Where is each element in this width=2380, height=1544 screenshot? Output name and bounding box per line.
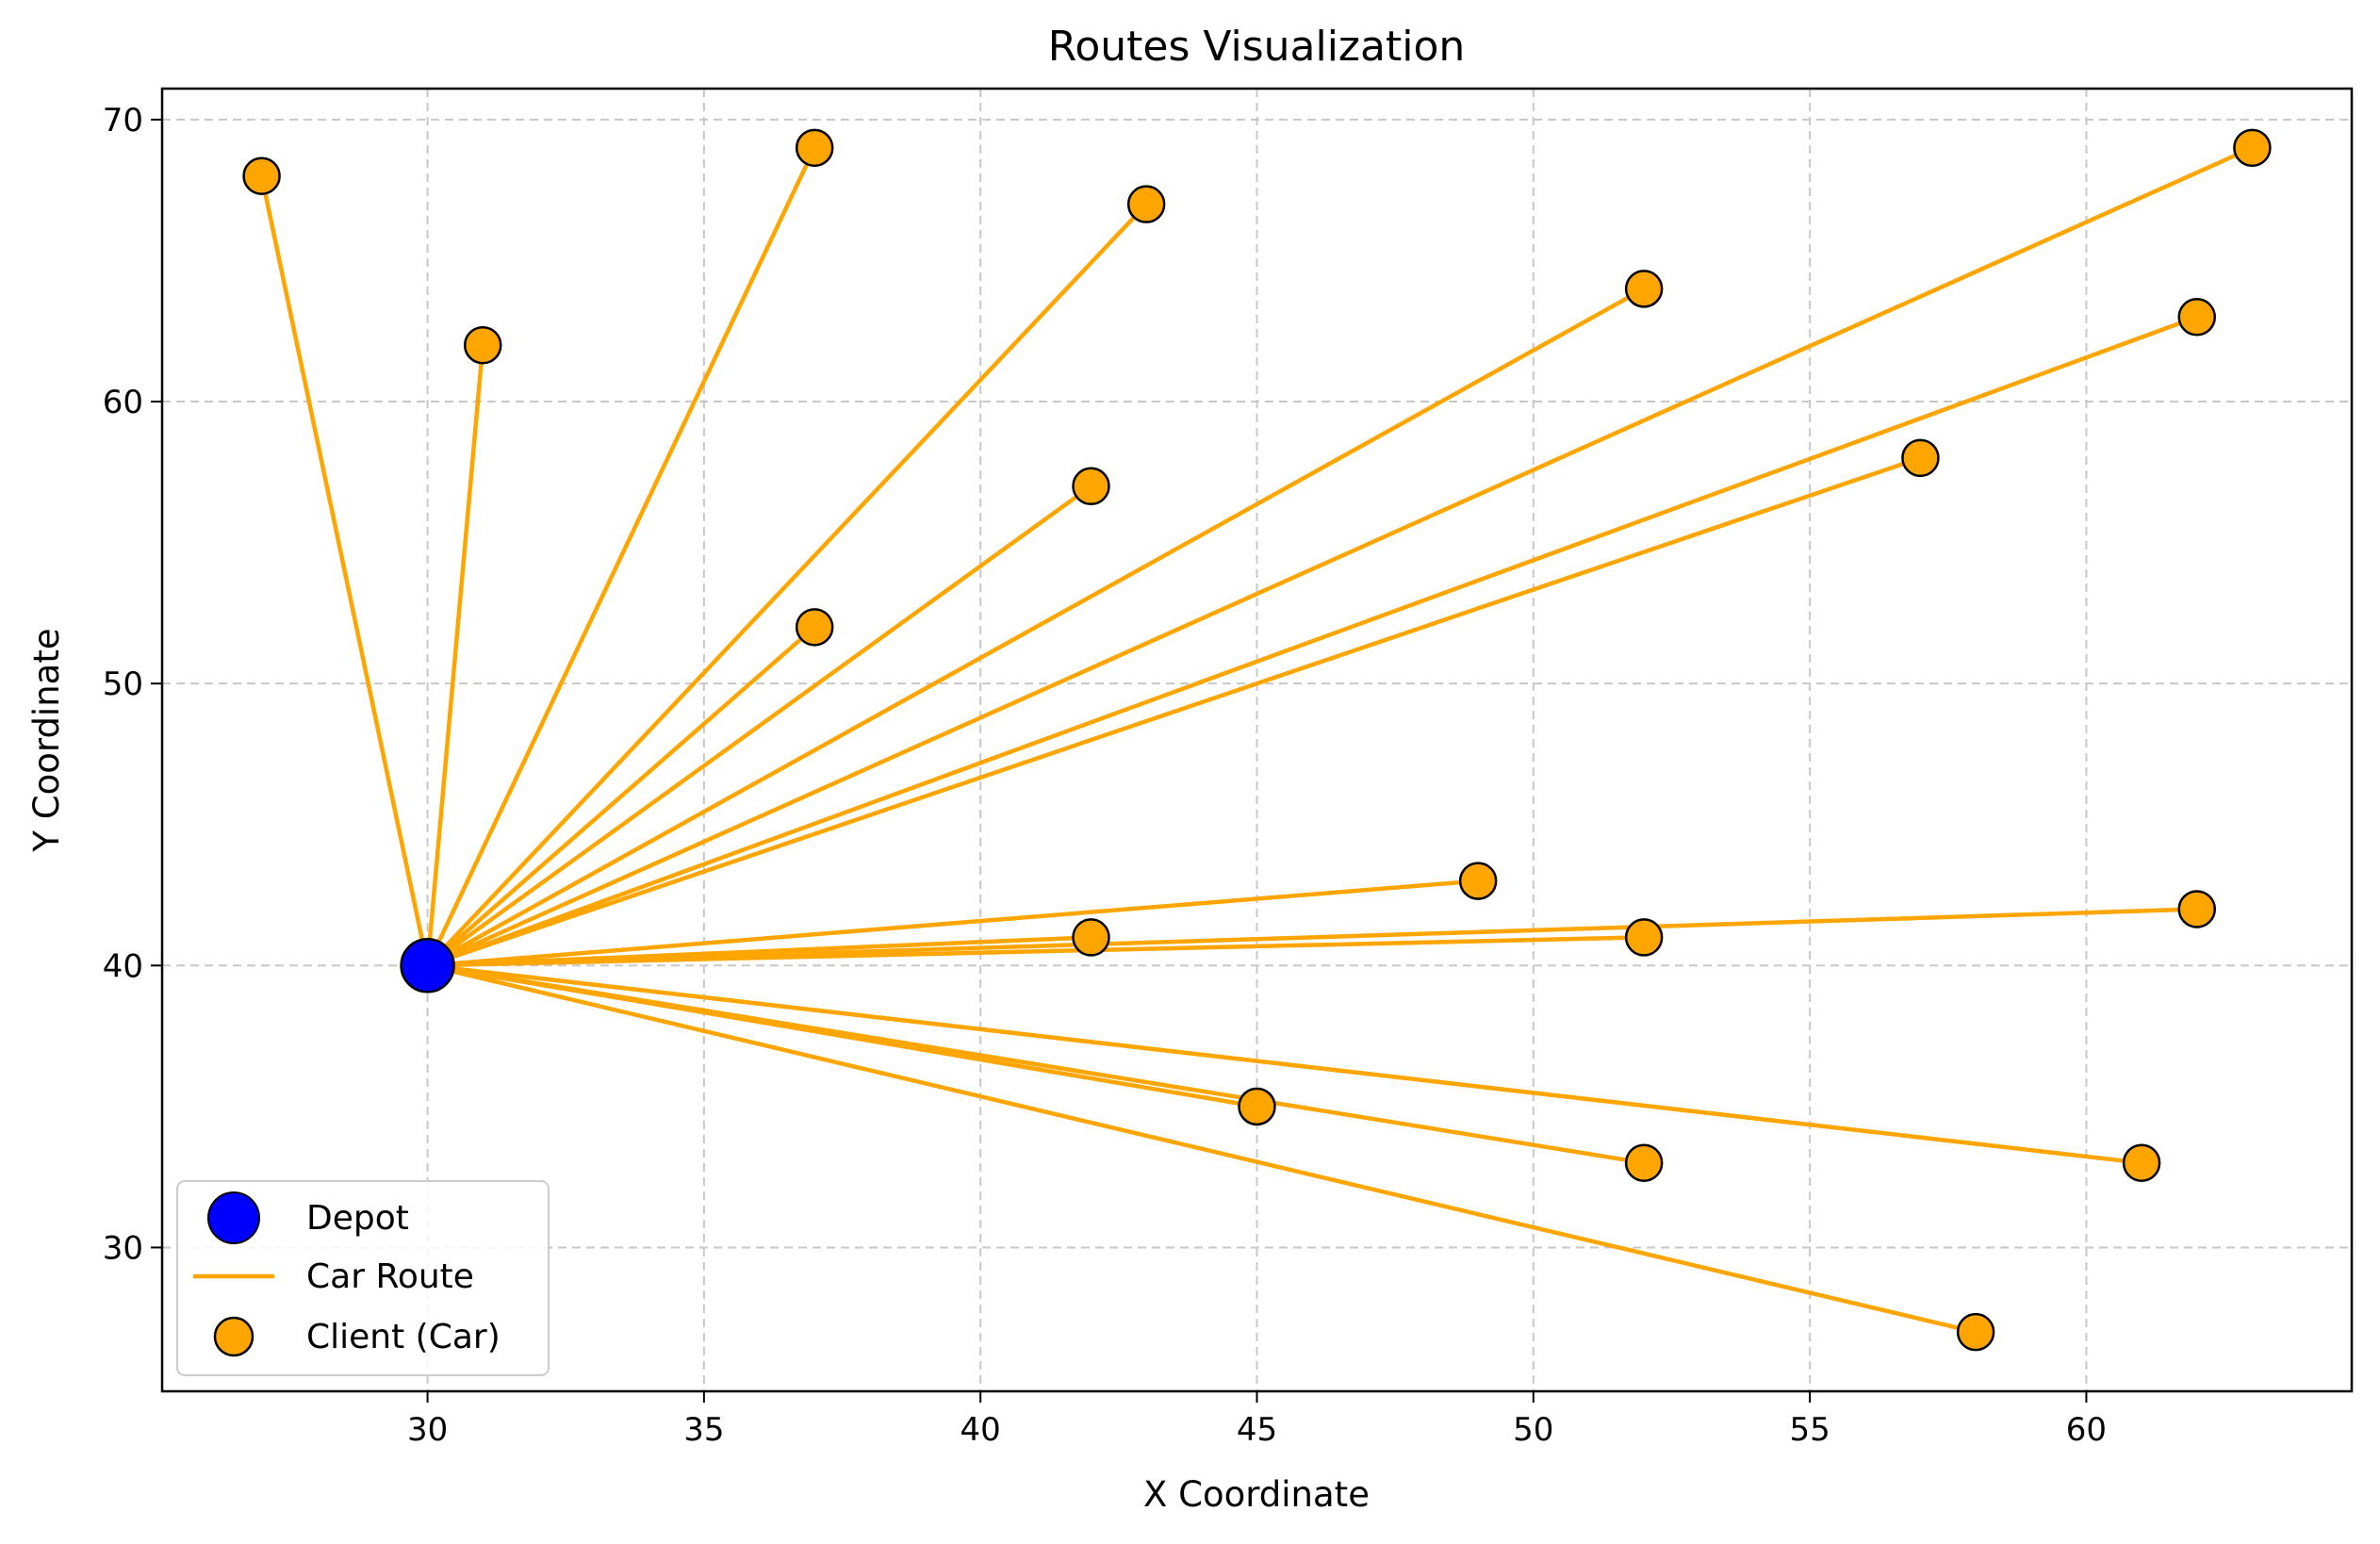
client-point-4	[1126, 185, 1166, 223]
legend-client-marker	[213, 1316, 254, 1357]
y-tick-label-40: 40	[103, 947, 143, 985]
x-tick-label-40: 40	[960, 1411, 1001, 1449]
client-point-17	[2122, 1143, 2161, 1182]
route-line-18	[425, 963, 1978, 1335]
x-tick-label-50: 50	[1513, 1411, 1553, 1449]
route-line-4	[425, 202, 1149, 968]
client-point-14	[2177, 890, 2216, 928]
y-tick-label-60: 60	[103, 384, 143, 421]
x-axis-label: X Coordinate	[1143, 1474, 1370, 1515]
route-line-6	[425, 145, 2255, 968]
client-point-2	[463, 325, 502, 365]
legend-label-depot: Depot	[306, 1199, 409, 1238]
legend-label-car-route: Car Route	[306, 1257, 474, 1296]
chart-title: Routes Visualization	[1048, 23, 1466, 71]
x-tick-label-45: 45	[1237, 1411, 1277, 1449]
legend-label-client-car: Client (Car)	[306, 1318, 501, 1356]
y-tick-label-50: 50	[103, 665, 143, 703]
client-point-6	[2233, 128, 2272, 168]
x-tick-label-55: 55	[1789, 1411, 1830, 1449]
route-lines	[259, 145, 2255, 1335]
x-axis-ticks: 30 35 40 45 50 55 60	[407, 1391, 2107, 1449]
client-point-1	[242, 156, 281, 195]
route-line-8	[425, 455, 1923, 968]
client-point-9	[1072, 467, 1110, 506]
route-line-14	[425, 907, 2199, 968]
client-point-11	[1458, 862, 1498, 900]
route-line-10	[425, 625, 817, 968]
x-tick-label-35: 35	[683, 1411, 724, 1449]
route-line-17	[425, 963, 2144, 1165]
client-point-7	[2177, 298, 2216, 337]
client-point-12	[1072, 918, 1110, 957]
route-line-3	[425, 145, 817, 968]
client-point-5	[1624, 270, 1664, 308]
route-line-5	[425, 287, 1647, 968]
client-point-10	[795, 608, 834, 647]
client-point-8	[1901, 438, 1940, 478]
client-point-3	[795, 128, 834, 168]
client-point-13	[1624, 918, 1664, 957]
client-point-16	[1624, 1143, 1664, 1182]
route-line-11	[425, 879, 1481, 968]
y-axis-label: Y Coordinate	[26, 628, 67, 852]
legend-frame	[176, 1180, 550, 1376]
y-tick-label-70: 70	[103, 102, 143, 140]
x-tick-label-60: 60	[2066, 1411, 2107, 1449]
depot-marker-group	[400, 938, 455, 994]
depot-point	[400, 938, 455, 994]
legend-depot-marker	[207, 1191, 260, 1244]
client-point-18	[1956, 1312, 1995, 1352]
y-tick-label-30: 30	[103, 1229, 143, 1267]
y-axis-ticks: 30 40 50 60 70	[103, 102, 162, 1267]
client-markers	[242, 128, 2272, 1352]
route-line-9	[425, 484, 1093, 968]
route-line-2	[425, 342, 485, 968]
route-line-7	[425, 315, 2199, 968]
legend: Depot Car Route Client (Car)	[176, 1180, 550, 1376]
route-line-16	[425, 963, 1647, 1165]
client-point-15	[1238, 1087, 1276, 1126]
route-line-1	[259, 173, 430, 968]
x-tick-label-30: 30	[407, 1411, 448, 1449]
